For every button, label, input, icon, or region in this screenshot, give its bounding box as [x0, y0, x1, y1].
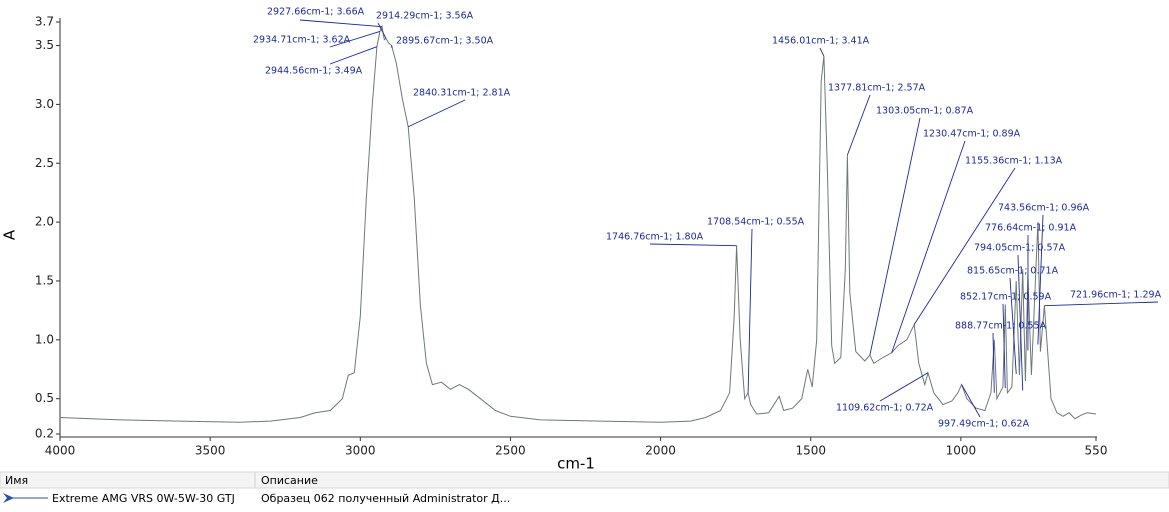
y-tick-label: 3.0	[35, 97, 54, 111]
annotation-label: 852.17cm-1; 0.59A	[960, 292, 1052, 303]
annotation-label: 794.05cm-1; 0.57A	[974, 243, 1066, 254]
x-tick-label: 1500	[795, 444, 826, 458]
plot-background	[0, 0, 1169, 470]
x-tick-label: 3000	[345, 444, 376, 458]
y-tick-label: 1.5	[35, 273, 54, 287]
annotation-label: 1303.05cm-1; 0.87A	[876, 106, 974, 117]
annotation-label: 2927.66cm-1; 3.66A	[267, 7, 365, 18]
annotation-label: 743.56cm-1; 0.96A	[998, 203, 1090, 214]
column-header: Имя	[5, 474, 28, 487]
y-tick-label: 2.5	[35, 156, 54, 170]
y-tick-label: 0.5	[35, 391, 54, 405]
annotation-label: 1109.62cm-1; 0.72A	[836, 403, 934, 414]
table-header	[0, 472, 1169, 488]
y-tick-label: 0.2	[35, 427, 54, 441]
x-tick-label: 2000	[645, 444, 676, 458]
annotation-label: 2914.29cm-1; 3.56A	[376, 11, 474, 22]
annotation-label: 776.64cm-1; 0.91A	[985, 223, 1077, 234]
annotation-label: 1377.81cm-1; 2.57A	[828, 83, 926, 94]
y-tick-label: 1.0	[35, 332, 54, 346]
annotation-label: 2944.56cm-1; 3.49A	[265, 66, 363, 77]
annotation-label: 1155.36cm-1; 1.13A	[965, 156, 1063, 167]
annotation-label: 1708.54cm-1; 0.55A	[707, 217, 805, 228]
annotation-label: 2840.31cm-1; 2.81A	[413, 88, 511, 99]
x-tick-label: 4000	[45, 444, 76, 458]
x-axis-title: cm-1	[557, 455, 595, 473]
y-tick-label: 3.7	[35, 15, 54, 29]
annotation-label: 2895.67cm-1; 3.50A	[396, 36, 494, 47]
annotation-label: 1746.76cm-1; 1.80A	[606, 232, 704, 243]
annotation-label: 1230.47cm-1; 0.89A	[923, 129, 1021, 140]
y-tick-label: 2.0	[35, 215, 54, 229]
annotation-label: 815.65cm-1; 0.71A	[967, 266, 1059, 277]
row-description[interactable]: Образец 062 полученный Administrator Д..…	[261, 492, 510, 505]
annotation-label: 997.49cm-1; 0.62A	[938, 419, 1030, 430]
row-name[interactable]: Extreme AMG VRS 0W-5W-30 GTJ	[52, 492, 235, 505]
x-tick-label: 550	[1085, 444, 1108, 458]
x-tick-label: 2500	[495, 444, 526, 458]
column-header: Описание	[261, 474, 318, 487]
y-tick-label: 3.5	[35, 38, 54, 52]
x-tick-label: 3500	[195, 444, 226, 458]
annotation-label: 888.77cm-1; 0.55A	[955, 321, 1047, 332]
annotation-label: 1456.01cm-1; 3.41A	[772, 36, 870, 47]
y-axis-title: A	[1, 229, 19, 240]
annotation-label: 721.96cm-1; 1.29A	[1070, 290, 1162, 301]
x-tick-label: 1000	[946, 444, 977, 458]
annotation-label: 2934.71cm-1; 3.62A	[253, 35, 351, 46]
